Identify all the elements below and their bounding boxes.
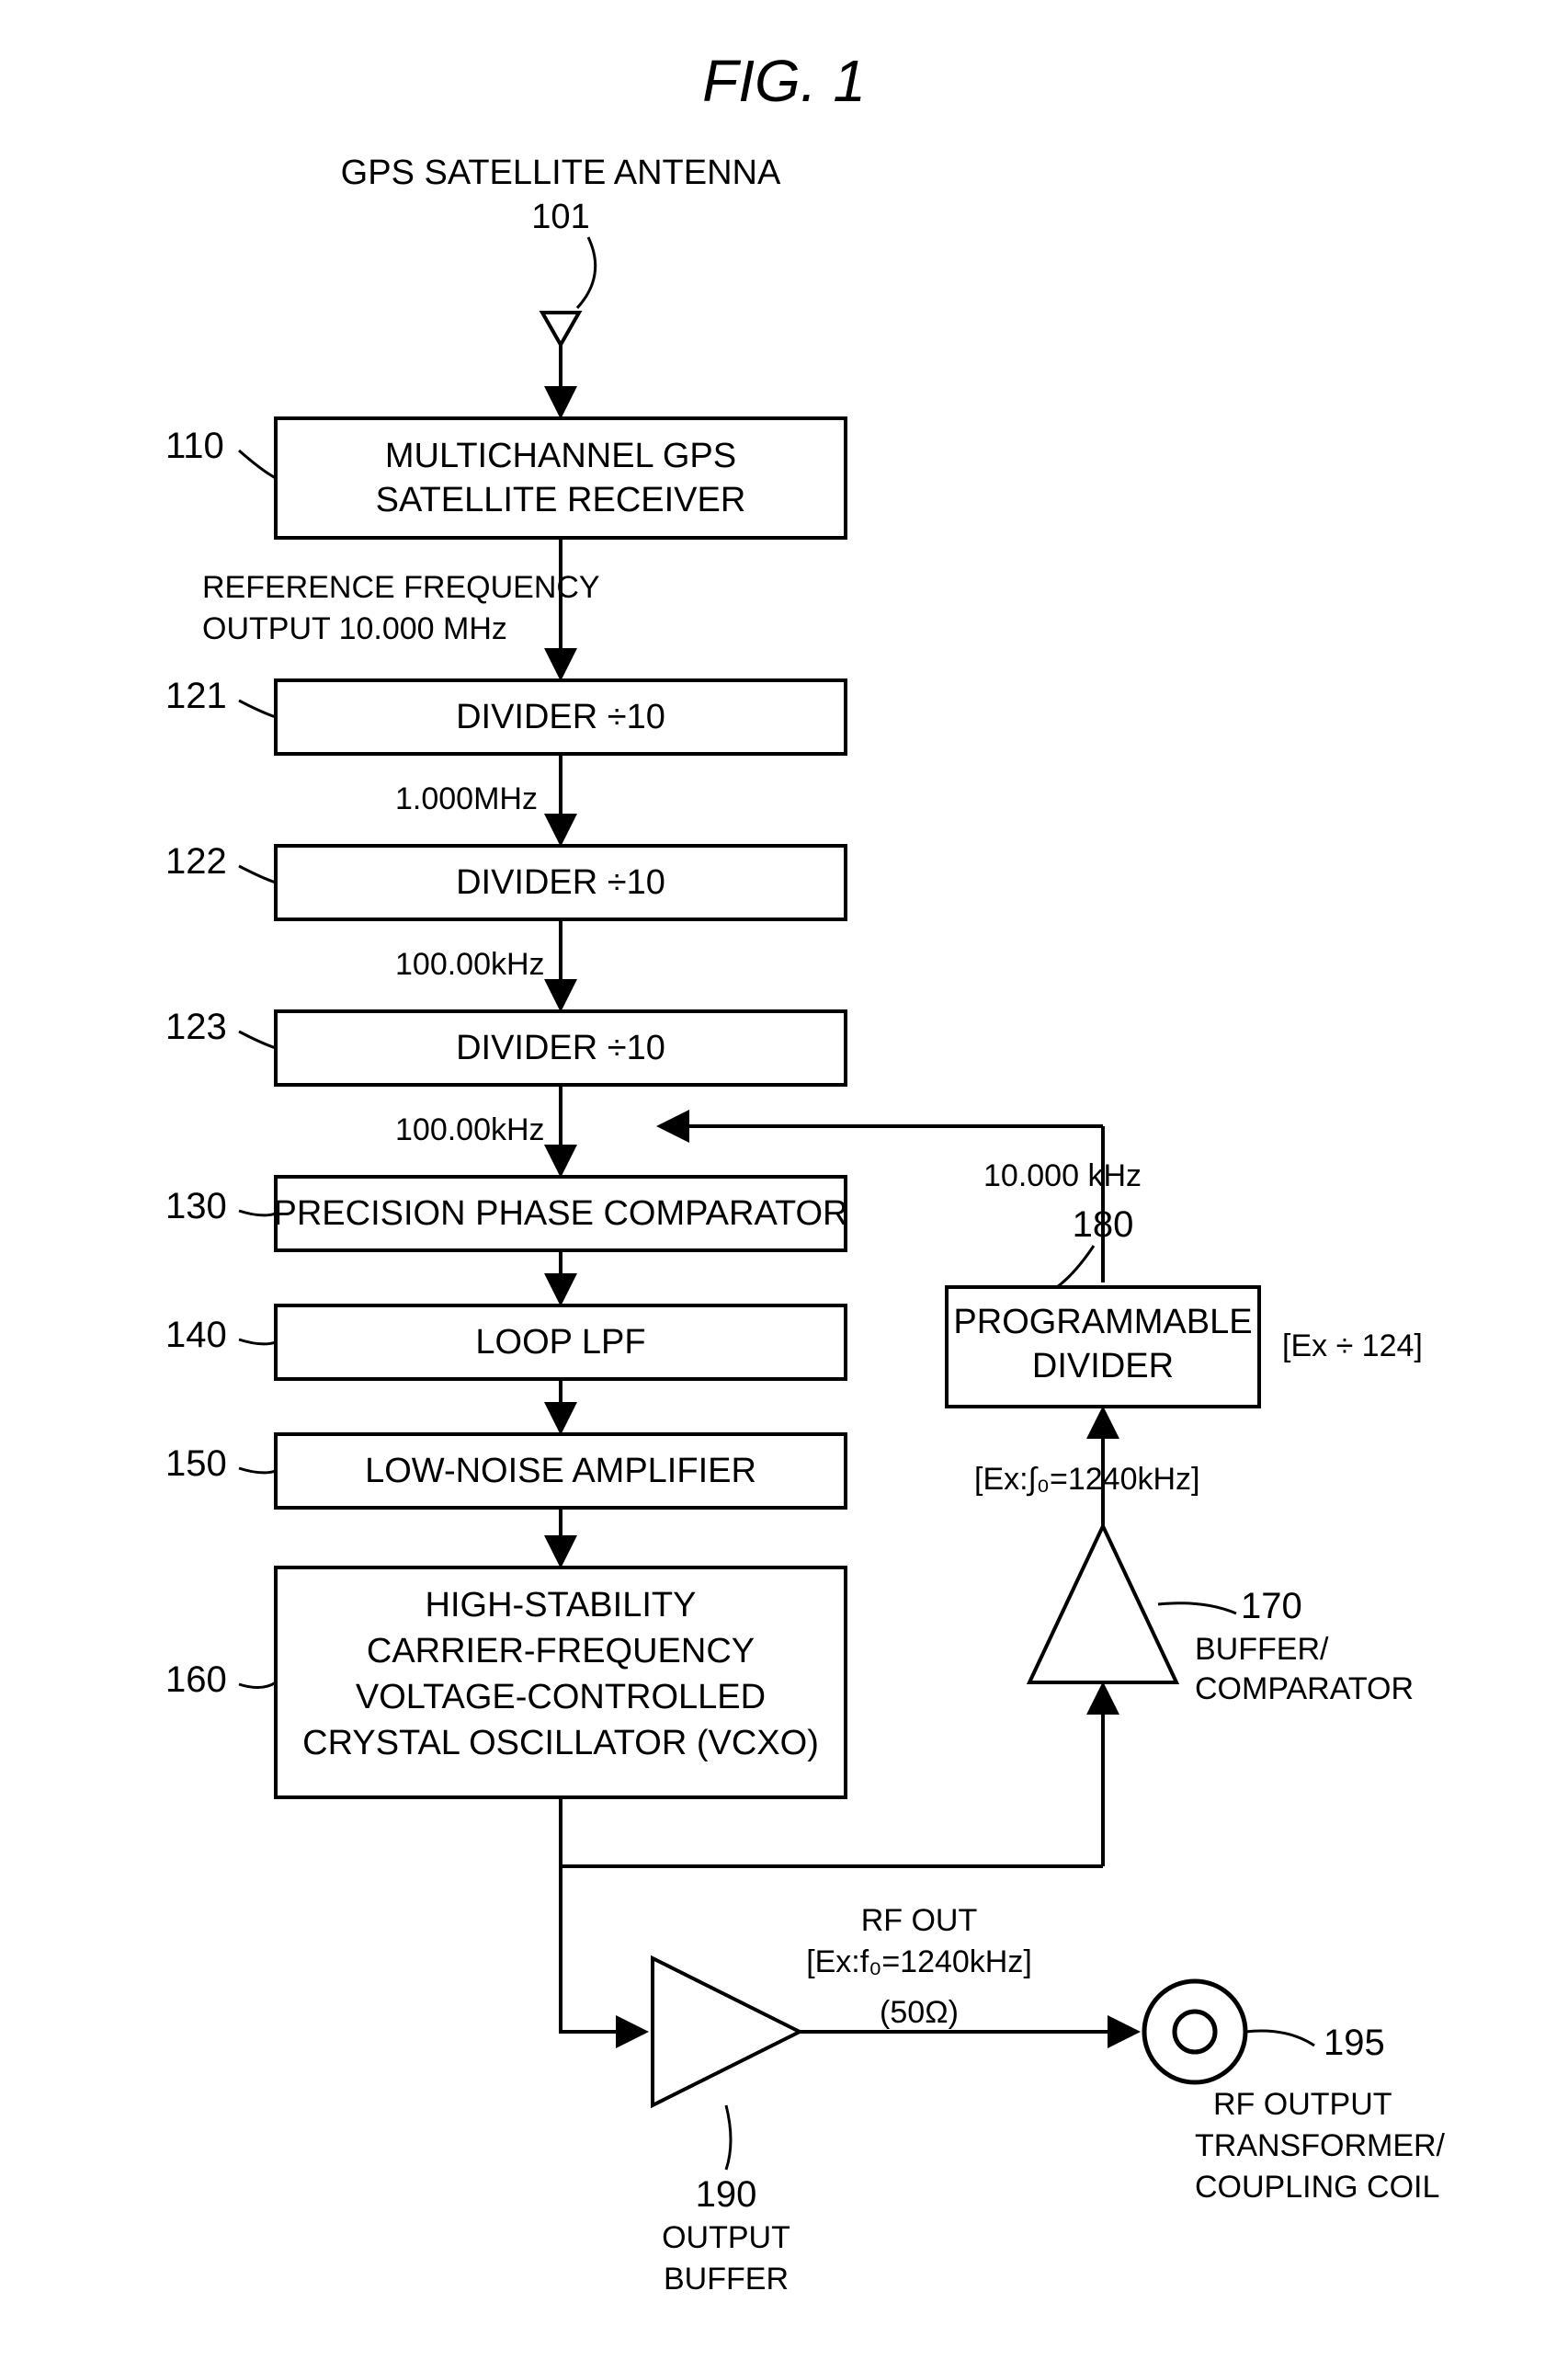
antenna-ref: 101	[531, 198, 589, 236]
receiver-line1: MULTICHANNEL GPS	[385, 437, 736, 475]
ref-110: 110	[165, 426, 224, 466]
sig-after-d1: 1.000MHz	[395, 781, 538, 816]
outbuf-line2: BUFFER	[664, 2262, 789, 2297]
sig-after-d3: 100.00kHz	[395, 1112, 545, 1147]
ref-122: 122	[165, 841, 227, 882]
leader-190	[726, 2105, 731, 2170]
ref-130: 130	[165, 1186, 227, 1226]
leader-180	[1057, 1246, 1094, 1287]
triangle-output-buffer-icon	[653, 1958, 800, 2105]
rfout-top: RF OUT	[861, 1903, 978, 1938]
coil-line1: RF OUTPUT	[1213, 2087, 1392, 2122]
ref-123: 123	[165, 1007, 227, 1047]
leader-160	[239, 1682, 276, 1688]
ref-170: 170	[1241, 1586, 1302, 1626]
refout-1: REFERENCE FREQUENCY	[202, 570, 600, 605]
leader-195	[1245, 2031, 1314, 2046]
ref-180: 180	[1073, 1204, 1134, 1245]
ref-140: 140	[165, 1315, 227, 1355]
leader-110	[239, 450, 276, 478]
ref-150: 150	[165, 1443, 227, 1484]
buffcomp-line2: COMPARATOR	[1195, 1671, 1414, 1706]
rfout-ex: [Ex:f₀=1240kHz]	[806, 1944, 1032, 1979]
ref-195: 195	[1324, 2023, 1385, 2063]
divider1-text: DIVIDER ÷10	[456, 698, 665, 736]
antenna-label: GPS SATELLITE ANTENNA	[341, 154, 781, 192]
feedback-freq: 10.000 kHz	[983, 1158, 1142, 1193]
coupling-coil-icon	[1144, 1981, 1245, 2082]
leader-121	[239, 701, 276, 717]
vcxo-line1: HIGH-STABILITY	[426, 1586, 697, 1624]
ref-190: 190	[696, 2174, 757, 2215]
leader-150	[239, 1468, 276, 1473]
antenna-icon	[542, 313, 579, 386]
receiver-line2: SATELLITE RECEIVER	[376, 481, 746, 519]
divider3-text: DIVIDER ÷10	[456, 1029, 665, 1067]
divider2-text: DIVIDER ÷10	[456, 863, 665, 902]
refout-2: OUTPUT 10.000 MHz	[202, 611, 507, 646]
leader-123	[239, 1032, 276, 1048]
ref-121: 121	[165, 676, 227, 716]
vcxo-line3: VOLTAGE-CONTROLLED	[356, 1678, 766, 1716]
buffcomp-line1: BUFFER/	[1195, 1632, 1329, 1667]
leader-130	[239, 1211, 276, 1215]
vcxo-out-rail	[561, 1797, 1103, 1866]
coil-line3: COUPLING COIL	[1195, 2170, 1439, 2205]
buffer-in-freq: [Ex:∫₀=1240kHz]	[974, 1462, 1200, 1497]
coil-line2: TRANSFORMER/	[1195, 2128, 1446, 2163]
vcxo-to-outbuf	[561, 1866, 643, 2032]
lna-text: LOW-NOISE AMPLIFIER	[365, 1452, 756, 1490]
outbuf-line1: OUTPUT	[662, 2220, 790, 2255]
comparator-text: PRECISION PHASE COMPARATOR	[274, 1194, 848, 1233]
progdiv-side: [Ex ÷ 124]	[1282, 1328, 1423, 1363]
lpf-text: LOOP LPF	[475, 1323, 645, 1362]
progdiv-line1: PROGRAMMABLE	[953, 1303, 1252, 1341]
rfout-imp: (50Ω)	[880, 1995, 959, 2030]
vcxo-line4: CRYSTAL OSCILLATOR (VCXO)	[302, 1724, 819, 1762]
triangle-buffer-comp-icon	[1029, 1526, 1176, 1682]
leader-140	[239, 1339, 276, 1344]
progdiv-line2: DIVIDER	[1032, 1347, 1174, 1385]
leader-101	[577, 237, 596, 308]
sig-after-d2: 100.00kHz	[395, 947, 545, 982]
leader-170	[1158, 1603, 1236, 1613]
ref-160: 160	[165, 1659, 227, 1700]
figure-title: FIG. 1	[702, 48, 866, 114]
leader-122	[239, 866, 276, 883]
vcxo-line2: CARRIER-FREQUENCY	[367, 1632, 755, 1670]
